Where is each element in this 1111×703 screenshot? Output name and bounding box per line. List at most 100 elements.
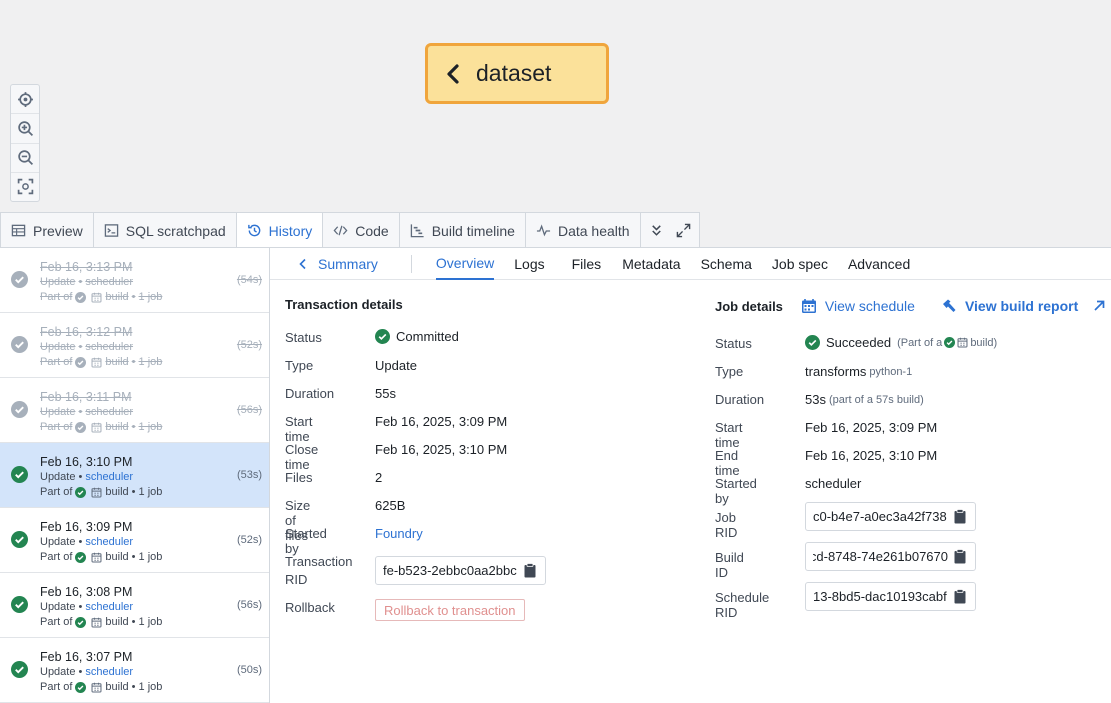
item-part-of: Part of xyxy=(40,421,73,433)
zoom-in-button[interactable] xyxy=(11,114,39,144)
item-started-by[interactable]: scheduler xyxy=(85,666,134,678)
item-started-by[interactable]: scheduler xyxy=(85,471,134,483)
summary-label: Summary xyxy=(318,255,378,272)
summary-back-link[interactable]: Summary xyxy=(270,254,412,273)
subtab-job-spec[interactable]: Job spec xyxy=(771,255,828,272)
gantt-chart-icon xyxy=(410,224,424,238)
item-part-of: Part of xyxy=(40,291,73,303)
check-circle-icon xyxy=(11,466,28,483)
item-duration: (56s) xyxy=(236,404,262,416)
check-circle-icon xyxy=(11,661,28,678)
list-item[interactable]: Feb 16, 3:07 PM Update • scheduler Part of bu… xyxy=(0,638,269,703)
view-schedule-link[interactable]: View schedule xyxy=(801,298,915,314)
clipboard-icon[interactable] xyxy=(524,563,536,578)
transaction-list: Feb 16, 3:13 PM Update • scheduler Part of bu… xyxy=(0,248,270,703)
item-type: Update xyxy=(40,406,76,418)
calendar-icon xyxy=(91,292,102,303)
transaction-rid-value: fe-b523-2ebbc0aa2bbc xyxy=(383,563,517,578)
item-started-by[interactable]: scheduler xyxy=(85,406,134,418)
item-started-by[interactable]: scheduler xyxy=(85,601,134,613)
build-id-field[interactable]: cd-8748-74e261b07670 xyxy=(805,542,976,571)
view-build-report-link[interactable]: View build report xyxy=(941,298,1106,314)
calendar-icon xyxy=(91,357,102,368)
history-panel: Feb 16, 3:13 PM Update • scheduler Part of bu… xyxy=(0,247,1111,703)
separator-dot: • xyxy=(78,601,83,613)
field-label: Transaction xyxy=(285,554,353,569)
dataset-node[interactable]: dataset xyxy=(425,43,609,104)
item-time: Feb 16, 3:11 PM xyxy=(40,390,132,404)
double-chevron-down-icon[interactable] xyxy=(649,223,664,238)
subtab-files[interactable]: Files xyxy=(571,255,602,272)
list-item[interactable]: Feb 16, 3:12 PM Update • scheduler Part of bu… xyxy=(0,313,269,378)
separator-dot: • xyxy=(78,406,83,418)
canvas-controls xyxy=(10,84,40,202)
list-item[interactable]: Feb 16, 3:11 PM Update • scheduler Part of bu… xyxy=(0,378,269,443)
job-rid-field[interactable]: c0-b4e7-a0ec3a42f738 xyxy=(805,502,976,531)
fit-view-button[interactable] xyxy=(11,173,39,201)
item-type-line: Update • scheduler xyxy=(40,470,269,485)
clipboard-icon[interactable] xyxy=(954,549,966,564)
item-build: build xyxy=(105,681,129,693)
build-part-note: (Part of a build) xyxy=(897,337,997,349)
check-circle-icon xyxy=(75,292,87,303)
item-type-line: Update • scheduler xyxy=(40,535,269,550)
list-item[interactable]: Feb 16, 3:08 PM Update • scheduler Part of bu… xyxy=(0,573,269,638)
list-item[interactable]: Feb 16, 3:10 PM Update • scheduler Part of bu… xyxy=(0,443,269,508)
item-started-by[interactable]: scheduler xyxy=(85,536,134,548)
subtab-logs[interactable]: Logs xyxy=(514,255,545,272)
subtab-advanced[interactable]: Advanced xyxy=(847,255,911,272)
schedule-rid-value: 13-8bd5-dac10193cabf xyxy=(813,589,947,604)
status-text: Committed xyxy=(396,329,459,344)
separator-dot: • xyxy=(131,616,136,628)
check-circle-icon xyxy=(944,337,956,348)
job-status-value: Succeeded (Part of a build) xyxy=(805,335,997,350)
list-item[interactable]: Feb 16, 3:09 PM Update • scheduler Part of bu… xyxy=(0,508,269,573)
recenter-button[interactable] xyxy=(11,85,39,115)
tab-data-health[interactable]: Data health xyxy=(526,213,641,248)
tab-build-timeline[interactable]: Build timeline xyxy=(400,213,526,248)
field-label: Start time xyxy=(285,414,313,444)
table-icon xyxy=(11,224,26,237)
schedule-rid-field[interactable]: 13-8bd5-dac10193cabf xyxy=(805,582,976,611)
tab-label: Preview xyxy=(33,222,83,239)
rollback-button[interactable]: Rollback to transaction xyxy=(375,599,525,621)
separator-dot: • xyxy=(78,276,83,288)
subtab-metadata[interactable]: Metadata xyxy=(622,255,681,272)
item-duration: (54s) xyxy=(236,274,262,286)
item-build-line: Part of build • 1 job xyxy=(40,680,269,695)
view-schedule-label: View schedule xyxy=(824,298,915,314)
item-jobs: 1 job xyxy=(138,421,163,433)
chevron-left-icon[interactable] xyxy=(444,63,462,85)
tab-history[interactable]: History xyxy=(236,213,324,248)
item-duration: (52s) xyxy=(236,534,262,546)
clipboard-icon[interactable] xyxy=(954,509,966,524)
clipboard-icon[interactable] xyxy=(954,589,966,604)
item-started-by[interactable]: scheduler xyxy=(85,341,134,353)
item-jobs: 1 job xyxy=(138,681,163,693)
tab-code[interactable]: Code xyxy=(323,213,400,248)
zoom-out-button[interactable] xyxy=(11,144,39,173)
tab-sql-scratchpad[interactable]: SQL scratchpad xyxy=(94,213,237,248)
tab-label: Build timeline xyxy=(431,222,515,239)
separator-dot: • xyxy=(78,666,83,678)
item-type-line: Update • scheduler xyxy=(40,405,269,420)
item-duration: (50s) xyxy=(236,664,262,676)
job-details-title: Job details xyxy=(715,298,783,314)
job-duration-detail: (part of a 57s build) xyxy=(828,393,924,406)
maximize-icon[interactable] xyxy=(676,223,691,238)
calendar-icon xyxy=(91,422,102,433)
check-circle-icon xyxy=(75,682,87,693)
subtab-overview[interactable]: Overview xyxy=(435,248,495,280)
started-by-link[interactable]: Foundry xyxy=(375,526,423,541)
field-label: Type xyxy=(715,364,744,379)
item-duration: (56s) xyxy=(236,599,262,611)
subtab-schema[interactable]: Schema xyxy=(700,255,752,272)
tab-preview[interactable]: Preview xyxy=(1,213,94,248)
transaction-rid-field[interactable]: fe-b523-2ebbc0aa2bbc xyxy=(375,556,546,585)
check-circle-icon xyxy=(375,329,390,344)
transaction-status-value: Committed xyxy=(375,329,459,344)
calendar-icon xyxy=(957,337,968,348)
item-started-by[interactable]: scheduler xyxy=(85,276,134,288)
list-item[interactable]: Feb 16, 3:13 PM Update • scheduler Part of bu… xyxy=(0,248,269,313)
item-type: Update xyxy=(40,536,76,548)
